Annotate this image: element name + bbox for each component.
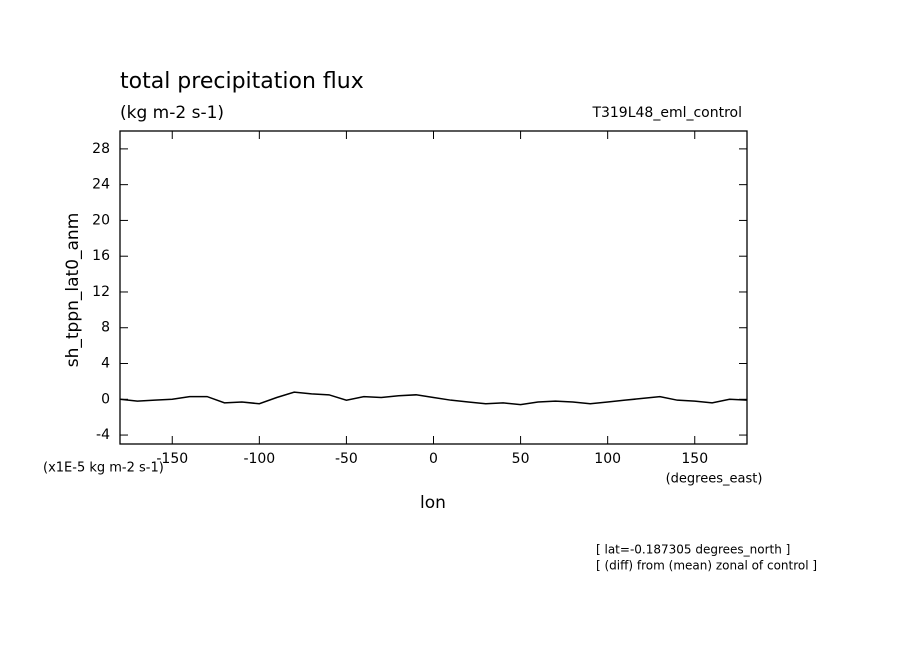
y-tick-label: 16 <box>92 248 110 264</box>
y-axis-label: sh_tppn_lat0_anm <box>63 213 83 368</box>
y-tick-label: 4 <box>101 356 110 372</box>
note: [ lat=-0.187305 degrees_north ] <box>596 543 790 557</box>
x-tick-label: 0 <box>429 451 438 467</box>
y-tick-label: 0 <box>101 391 110 407</box>
x-units: (degrees_east) <box>666 472 763 487</box>
y-tick-label: 24 <box>92 177 110 193</box>
x-tick-label: 50 <box>512 451 530 467</box>
data-line <box>119 391 748 406</box>
x-tick-label: 100 <box>594 451 621 467</box>
x-tick-label: 150 <box>681 451 708 467</box>
experiment-label: T319L48_eml_control <box>591 105 742 121</box>
y-tick-label: 28 <box>92 141 110 157</box>
y-tick-label: 8 <box>101 320 110 336</box>
x-tick-label: -50 <box>335 451 358 467</box>
chart-title: total precipitation flux <box>120 69 364 94</box>
x-tick-label: -150 <box>156 451 188 467</box>
y-units: (x1E-5 kg m-2 s-1) <box>43 461 164 476</box>
y-tick-label: -4 <box>96 427 110 443</box>
chart-subtitle: (kg m-2 s-1) <box>120 103 224 123</box>
y-tick-label: 12 <box>92 284 110 300</box>
y-tick-label: 20 <box>92 212 110 228</box>
x-tick-label: -100 <box>243 451 275 467</box>
x-axis-label: lon <box>420 493 446 513</box>
note: [ (diff) from (mean) zonal of control ] <box>596 559 817 573</box>
